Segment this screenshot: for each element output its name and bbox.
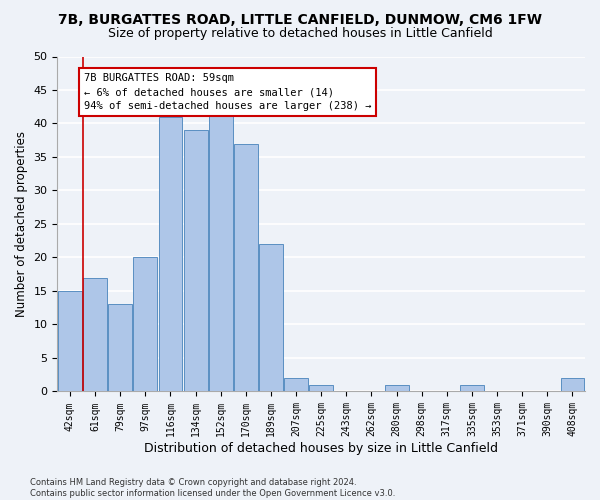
Text: Contains HM Land Registry data © Crown copyright and database right 2024.
Contai: Contains HM Land Registry data © Crown c…: [30, 478, 395, 498]
Bar: [83, 278, 107, 392]
Text: 7B, BURGATTES ROAD, LITTLE CANFIELD, DUNMOW, CM6 1FW: 7B, BURGATTES ROAD, LITTLE CANFIELD, DUN…: [58, 12, 542, 26]
Bar: [259, 244, 283, 392]
Bar: [133, 258, 157, 392]
Bar: [385, 385, 409, 392]
Bar: [209, 110, 233, 392]
Bar: [234, 144, 258, 392]
Bar: [460, 385, 484, 392]
Bar: [158, 117, 182, 392]
Bar: [309, 385, 333, 392]
Bar: [184, 130, 208, 392]
Bar: [58, 291, 82, 392]
Text: Size of property relative to detached houses in Little Canfield: Size of property relative to detached ho…: [107, 28, 493, 40]
Bar: [284, 378, 308, 392]
Text: 7B BURGATTES ROAD: 59sqm
← 6% of detached houses are smaller (14)
94% of semi-de: 7B BURGATTES ROAD: 59sqm ← 6% of detache…: [84, 73, 371, 111]
Y-axis label: Number of detached properties: Number of detached properties: [15, 131, 28, 317]
Bar: [560, 378, 584, 392]
Bar: [108, 304, 132, 392]
X-axis label: Distribution of detached houses by size in Little Canfield: Distribution of detached houses by size …: [144, 442, 498, 455]
